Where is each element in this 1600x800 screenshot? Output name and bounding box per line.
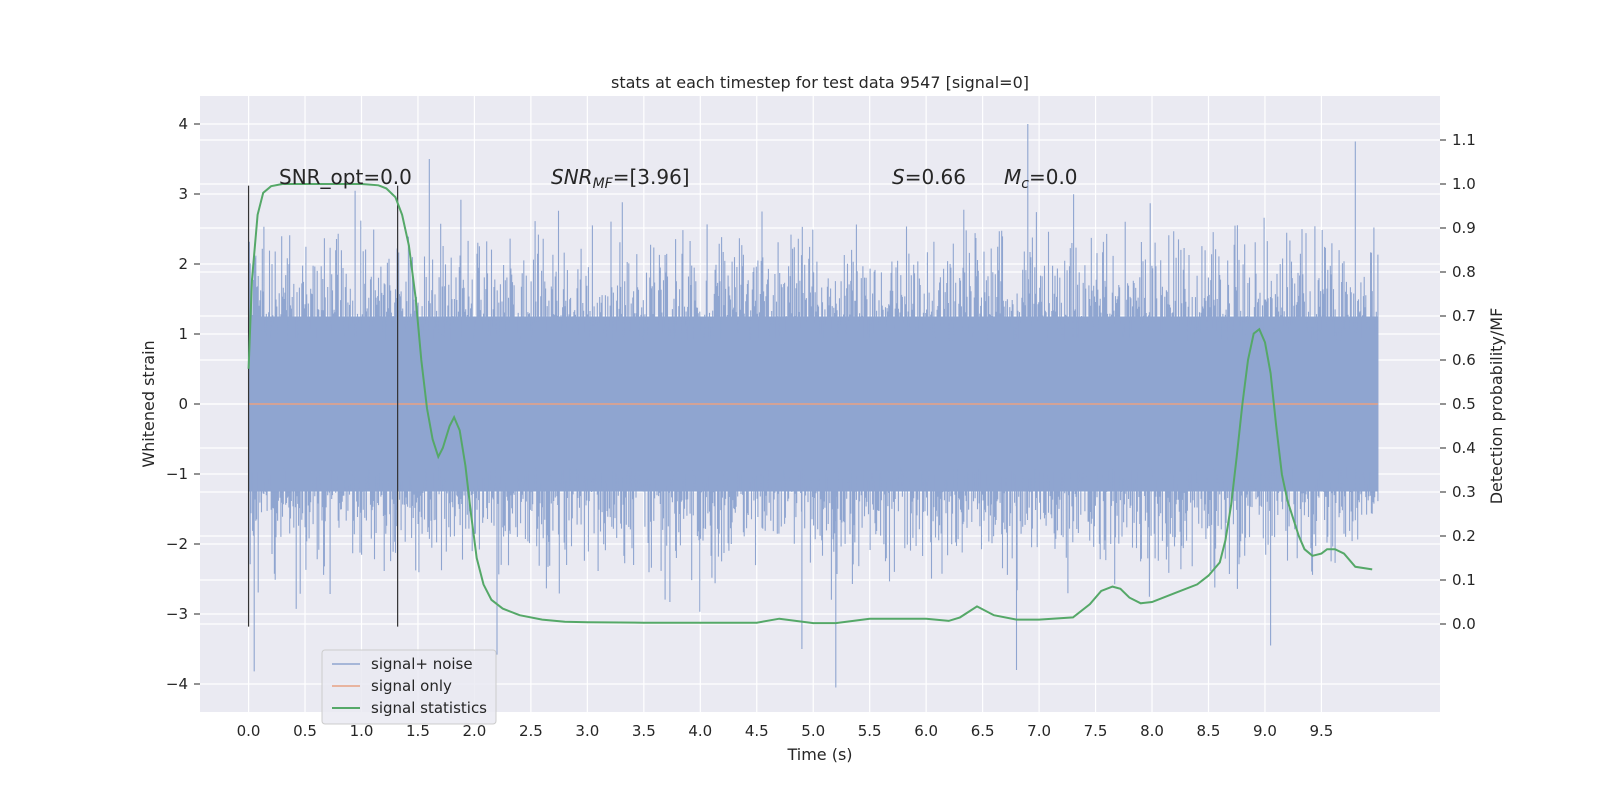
s-var: S	[892, 165, 905, 189]
left-y-tick-label: −1	[166, 465, 188, 483]
left-y-tick-label: −3	[166, 605, 188, 623]
x-tick-label: 1.5	[406, 722, 430, 740]
legend: signal+ noise signal only signal statist…	[321, 649, 497, 725]
left-y-tick-label: 0	[178, 395, 188, 413]
snr-mf-value: =[3.96]	[613, 165, 690, 189]
left-y-tick-label: 1	[178, 325, 188, 343]
x-tick-label: 0.5	[293, 722, 317, 740]
right-y-tick-label: 1.1	[1452, 131, 1476, 149]
right-y-tick-label: 0.2	[1452, 527, 1476, 545]
snr-mf-sub: MF	[593, 176, 614, 192]
right-y-tick-label: 0.1	[1452, 571, 1476, 589]
right-y-tick-label: 0.6	[1452, 351, 1476, 369]
x-tick-label: 3.0	[575, 722, 599, 740]
right-y-tick-label: 0.3	[1452, 483, 1476, 501]
x-tick-label: 2.0	[462, 722, 486, 740]
x-axis-label: Time (s)	[786, 745, 852, 764]
x-tick-label: 5.0	[801, 722, 825, 740]
x-tick-label: 7.0	[1027, 722, 1051, 740]
legend-label-signal-statistics: signal statistics	[371, 699, 487, 717]
annotation-s: S=0.66	[892, 165, 966, 189]
left-y-tick-label: 4	[178, 115, 188, 133]
left-y-axis-label: Whitened strain	[139, 340, 158, 467]
mc-var: M	[1004, 165, 1021, 189]
window-markers	[247, 185, 399, 627]
x-tick-label: 7.5	[1084, 722, 1108, 740]
chart-title: stats at each timestep for test data 954…	[611, 73, 1029, 92]
right-y-tick-label: 0.4	[1452, 439, 1476, 457]
x-tick-label: 8.0	[1140, 722, 1164, 740]
mc-value: =0.0	[1029, 165, 1078, 189]
right-y-tick-label: 1.0	[1452, 175, 1476, 193]
annotation-snr-mf: SNRMF=[3.96]	[551, 165, 690, 192]
x-tick-label: 4.0	[688, 722, 712, 740]
right-y-axis-label: Detection probability/MF	[1487, 308, 1506, 505]
right-y-tick-label: 0.9	[1452, 219, 1476, 237]
x-tick-label: 4.5	[745, 722, 769, 740]
left-y-tick-label: −2	[166, 535, 188, 553]
snr-mf-var: SNR	[551, 165, 593, 189]
x-tick-label: 6.5	[971, 722, 995, 740]
right-y-tick-label: 0.0	[1452, 615, 1476, 633]
left-y-tick-label: −4	[166, 675, 188, 693]
left-y-tick-label: 3	[178, 185, 188, 203]
x-tick-label: 9.5	[1309, 722, 1333, 740]
right-y-tick-label: 0.5	[1452, 395, 1476, 413]
legend-label-signal-plus-noise: signal+ noise	[371, 655, 473, 673]
left-y-tick-label: 2	[178, 255, 188, 273]
annotation-snr-opt: SNR_opt=0.0	[279, 165, 412, 189]
x-tick-label: 3.5	[632, 722, 656, 740]
right-y-tick-label: 0.7	[1452, 307, 1476, 325]
annotation-mc: Mc=0.0	[1004, 165, 1078, 192]
x-tick-label: 0.0	[237, 722, 261, 740]
x-tick-label: 5.5	[858, 722, 882, 740]
right-y-tick-label: 0.8	[1452, 263, 1476, 281]
x-tick-label: 2.5	[519, 722, 543, 740]
legend-box	[321, 649, 497, 725]
x-tick-label: 9.0	[1253, 722, 1277, 740]
series-signal-statistics	[247, 183, 1373, 625]
right-y-tick-labels: 1.1 1.0 0.9 0.8 0.7 0.6 0.5 0.4 0.3 0.2 0.1 0.0	[1440, 131, 1476, 633]
x-tick-label: 6.0	[914, 722, 938, 740]
s-value: =0.66	[905, 165, 966, 189]
legend-label-signal-only: signal only	[371, 677, 452, 695]
x-tick-labels: 0.0 0.5 1.0 1.5 2.0 2.5 3.0 3.5 4.0 4.5 5.0 5.5 6.0 6…	[237, 722, 1334, 740]
left-y-tick-labels: 4 3 2 1 0 −1 −2 −3 −4	[166, 115, 200, 693]
x-tick-label: 8.5	[1197, 722, 1221, 740]
mc-sub: c	[1021, 176, 1029, 192]
x-tick-label: 1.0	[350, 722, 374, 740]
